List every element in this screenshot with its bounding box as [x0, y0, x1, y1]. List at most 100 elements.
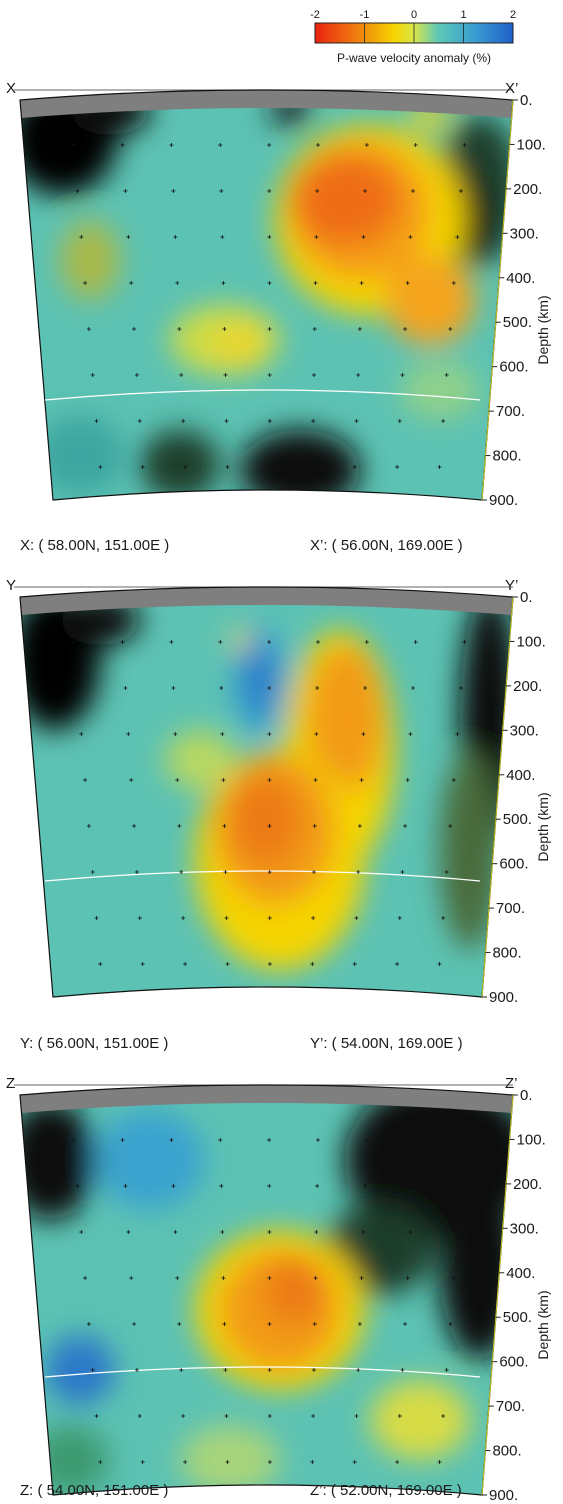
grid-point	[267, 327, 272, 331]
section-end-marker: Z’	[505, 1075, 518, 1092]
grid-point	[267, 1184, 272, 1188]
section-start-marker: Y	[6, 577, 16, 594]
grid-point	[352, 1460, 357, 1464]
grid-point	[403, 1322, 408, 1326]
grid-point	[354, 916, 359, 920]
grid-point	[221, 1276, 226, 1280]
grid-points	[71, 143, 467, 469]
grid-point	[177, 824, 182, 828]
grid-point	[123, 1184, 128, 1188]
grid-point	[315, 686, 320, 690]
grid-point	[132, 824, 137, 828]
grid-point	[224, 916, 229, 920]
grid-point	[444, 373, 449, 377]
grid-point	[451, 281, 456, 285]
grid-point	[314, 235, 319, 239]
grid-point	[395, 962, 400, 966]
grid-point	[397, 916, 402, 920]
grid-point	[356, 1368, 361, 1372]
depth-tick-label: 100.	[517, 1131, 546, 1148]
section-start-marker: X	[6, 80, 16, 97]
grid-point	[267, 640, 272, 644]
grid-point	[311, 1414, 316, 1418]
grid-point	[267, 870, 272, 874]
660-km-discontinuity	[44, 389, 481, 401]
section-start-marker: Z	[6, 1075, 15, 1092]
grid-point	[169, 1138, 174, 1142]
grid-point	[310, 465, 315, 469]
grid-point	[400, 1368, 405, 1372]
grid-point	[140, 1460, 145, 1464]
depth-tick-label: 500.	[503, 1309, 532, 1326]
grid-point	[173, 235, 178, 239]
grid-point	[75, 1184, 80, 1188]
grid-point	[311, 1368, 316, 1372]
grid-point	[267, 1276, 272, 1280]
depth-axis-label: Depth (km)	[535, 792, 551, 861]
grid-point	[363, 1184, 368, 1188]
grid-point	[357, 327, 362, 331]
grid-point	[98, 1460, 103, 1464]
section-x: X X’	[6, 80, 551, 554]
section-end-caption: Z’: ( 52.00N, 169.00E )	[310, 1482, 462, 1499]
660-km-discontinuity	[44, 870, 481, 882]
grid-point	[395, 465, 400, 469]
grid-point	[177, 327, 182, 331]
grid-point	[312, 1322, 317, 1326]
depth-tick-label: 600.	[499, 359, 528, 376]
grid-point	[310, 962, 315, 966]
grid-point	[267, 1230, 272, 1234]
grid-point	[413, 640, 418, 644]
grid-point	[137, 916, 142, 920]
grid-point	[134, 870, 139, 874]
grid-point	[361, 1230, 366, 1234]
grid-point	[267, 1414, 272, 1418]
grid-point	[223, 373, 228, 377]
grid-point	[94, 419, 99, 423]
depth-axis-label: Depth (km)	[535, 1290, 551, 1359]
depth-tick-label: 800.	[492, 945, 521, 962]
grid-point	[267, 419, 272, 423]
grid-point	[94, 916, 99, 920]
section-end-caption: Y’: ( 54.00N, 169.00E )	[310, 1035, 463, 1052]
grid-point	[169, 640, 174, 644]
grid-point	[462, 1138, 467, 1142]
grid-point	[219, 686, 224, 690]
depth-tick-label: 800.	[492, 1443, 521, 1460]
depth-tick-label: 900.	[489, 492, 518, 509]
grid-point	[405, 1276, 410, 1280]
grid-point	[220, 732, 225, 736]
section-start-caption: X: ( 58.00N, 151.00E )	[20, 537, 169, 554]
grid-point	[123, 189, 128, 193]
depth-tick-label: 300.	[510, 225, 539, 242]
grid-point	[267, 1322, 272, 1326]
grid-point	[448, 1322, 453, 1326]
depth-tick-label: 200.	[513, 181, 542, 198]
grid-point	[218, 1138, 223, 1142]
grid-point	[437, 1460, 442, 1464]
colorbar-tick: 0	[411, 9, 417, 21]
depth-tick-label: 800.	[492, 448, 521, 465]
grid-point	[120, 1138, 125, 1142]
grid-point	[181, 1414, 186, 1418]
grid-point	[169, 143, 174, 147]
depth-tick-label: 700.	[496, 900, 525, 917]
grid-point	[314, 732, 319, 736]
grid-point	[224, 419, 229, 423]
grid-point	[397, 419, 402, 423]
grid-point	[86, 1322, 91, 1326]
grid-point	[267, 189, 272, 193]
depth-tick-label: 300.	[510, 722, 539, 739]
grid-point	[364, 1138, 369, 1142]
grid-point	[129, 1276, 134, 1280]
grid-point	[458, 686, 463, 690]
section-y: Y Y’ 0.1	[6, 577, 551, 1052]
grid-point	[311, 373, 316, 377]
grid-point	[134, 373, 139, 377]
grid-point	[137, 419, 142, 423]
grid-point	[267, 1368, 272, 1372]
grid-point	[223, 1368, 228, 1372]
grid-point	[455, 1230, 460, 1234]
grid-point	[225, 962, 230, 966]
depth-tick-label: 600.	[499, 856, 528, 873]
